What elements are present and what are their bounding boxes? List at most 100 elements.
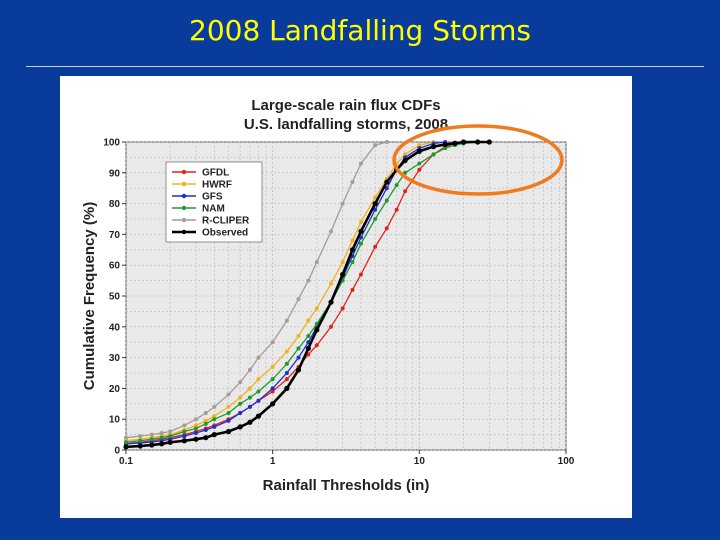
data-point-r-cliper — [149, 432, 154, 437]
data-point-nam — [373, 217, 378, 221]
data-point-r-cliper — [138, 434, 143, 439]
chart-panel: Large-scale rain flux CDFs U.S. landfalli… — [60, 76, 632, 518]
data-point-r-cliper — [124, 435, 128, 440]
data-point-r-cliper — [226, 392, 231, 397]
data-point-observed — [349, 247, 356, 253]
legend-marker-r-cliper — [181, 217, 187, 223]
data-point-nam — [284, 361, 289, 366]
data-point-hwrf — [358, 220, 363, 225]
data-point-nam — [212, 417, 217, 422]
highlight-ellipse — [392, 124, 564, 196]
data-point-r-cliper — [159, 431, 164, 436]
data-point-r-cliper — [212, 404, 217, 409]
legend-label-nam: NAM — [202, 204, 225, 215]
data-point-hwrf — [212, 414, 217, 419]
data-point-hwrf — [193, 423, 198, 428]
x-tick-label: 0.1 — [119, 456, 133, 467]
data-point-gfs — [384, 186, 389, 191]
data-point-hwrf — [350, 238, 355, 243]
data-point-nam — [182, 429, 187, 434]
data-point-r-cliper — [358, 161, 363, 166]
data-point-observed — [159, 441, 165, 447]
data-point-observed — [340, 271, 346, 278]
y-axis-label: Cumulative Frequency (%) — [81, 202, 98, 390]
data-point-observed — [358, 228, 364, 234]
data-point-observed — [284, 385, 290, 391]
data-point-gfs — [226, 418, 231, 423]
data-point-hwrf — [314, 306, 319, 311]
x-tick-label: 10 — [414, 456, 426, 467]
data-point-hwrf — [238, 395, 243, 400]
data-point-nam — [306, 334, 311, 339]
series-line-nam — [125, 141, 478, 443]
data-point-observed — [372, 201, 378, 207]
data-point-nam — [256, 389, 261, 394]
data-point-nam — [296, 346, 301, 351]
data-point-r-cliper — [203, 411, 208, 416]
data-point-nam — [358, 241, 363, 246]
data-point-gfs — [373, 207, 378, 212]
y-tick-label: 100 — [103, 138, 120, 149]
data-point-hwrf — [403, 152, 408, 157]
data-point-observed — [203, 435, 209, 441]
data-point-gfdl — [284, 377, 289, 382]
data-point-gfdl — [270, 389, 275, 394]
data-point-gfs — [203, 427, 208, 432]
data-point-r-cliper — [256, 355, 261, 360]
legend-label-observed: Observed — [202, 228, 248, 239]
data-point-observed — [430, 144, 437, 150]
data-point-observed — [137, 443, 143, 449]
data-point-r-cliper — [168, 429, 173, 434]
y-tick-label: 70 — [109, 230, 121, 241]
legend-label-r-cliper: R-CLIPER — [202, 216, 250, 227]
legend-marker-gfdl — [181, 169, 187, 175]
data-point-observed — [314, 327, 320, 333]
chart-title: Large-scale rain flux CDFs — [251, 97, 440, 114]
data-point-observed — [225, 428, 232, 435]
data-point-hwrf — [226, 404, 231, 409]
data-point-observed — [167, 439, 173, 445]
data-point-hwrf — [373, 195, 378, 200]
data-point-hwrf — [247, 386, 252, 391]
legend-marker-gfs — [181, 193, 187, 199]
data-point-observed — [123, 444, 129, 450]
data-point-r-cliper — [384, 140, 389, 144]
data-point-nam — [384, 198, 389, 203]
data-point-hwrf — [329, 281, 334, 286]
data-point-r-cliper — [182, 423, 187, 428]
data-point-hwrf — [203, 418, 208, 423]
data-point-r-cliper — [314, 260, 319, 265]
data-point-gfdl — [350, 287, 355, 292]
data-point-r-cliper — [296, 297, 301, 302]
data-point-gfdl — [340, 306, 345, 311]
data-point-gfdl — [373, 244, 378, 249]
data-point-gfs — [270, 386, 275, 391]
data-point-gfs — [247, 404, 252, 409]
data-point-r-cliper — [193, 417, 198, 422]
legend-label-hwrf: HWRF — [202, 180, 232, 191]
data-point-r-cliper — [329, 229, 334, 234]
data-point-observed — [402, 157, 408, 164]
data-point-nam — [226, 411, 231, 416]
data-point-nam — [403, 170, 408, 175]
data-point-hwrf — [340, 260, 345, 265]
y-tick-label: 60 — [109, 261, 121, 272]
data-point-nam — [417, 161, 422, 166]
data-point-gfdl — [403, 189, 408, 194]
data-point-observed — [237, 424, 243, 430]
data-point-gfs — [238, 411, 243, 416]
data-point-gfdl — [384, 226, 389, 231]
data-point-observed — [486, 139, 492, 145]
data-point-hwrf — [306, 318, 311, 323]
data-point-r-cliper — [238, 380, 243, 385]
data-point-r-cliper — [247, 367, 252, 372]
data-point-nam — [193, 426, 198, 431]
data-point-nam — [138, 438, 143, 443]
data-point-observed — [193, 436, 199, 442]
y-tick-label: 40 — [109, 322, 121, 333]
data-point-observed — [295, 367, 302, 373]
data-point-hwrf — [296, 334, 301, 339]
data-point-hwrf — [270, 364, 275, 369]
data-point-r-cliper — [340, 201, 345, 206]
data-point-gfdl — [394, 207, 399, 212]
